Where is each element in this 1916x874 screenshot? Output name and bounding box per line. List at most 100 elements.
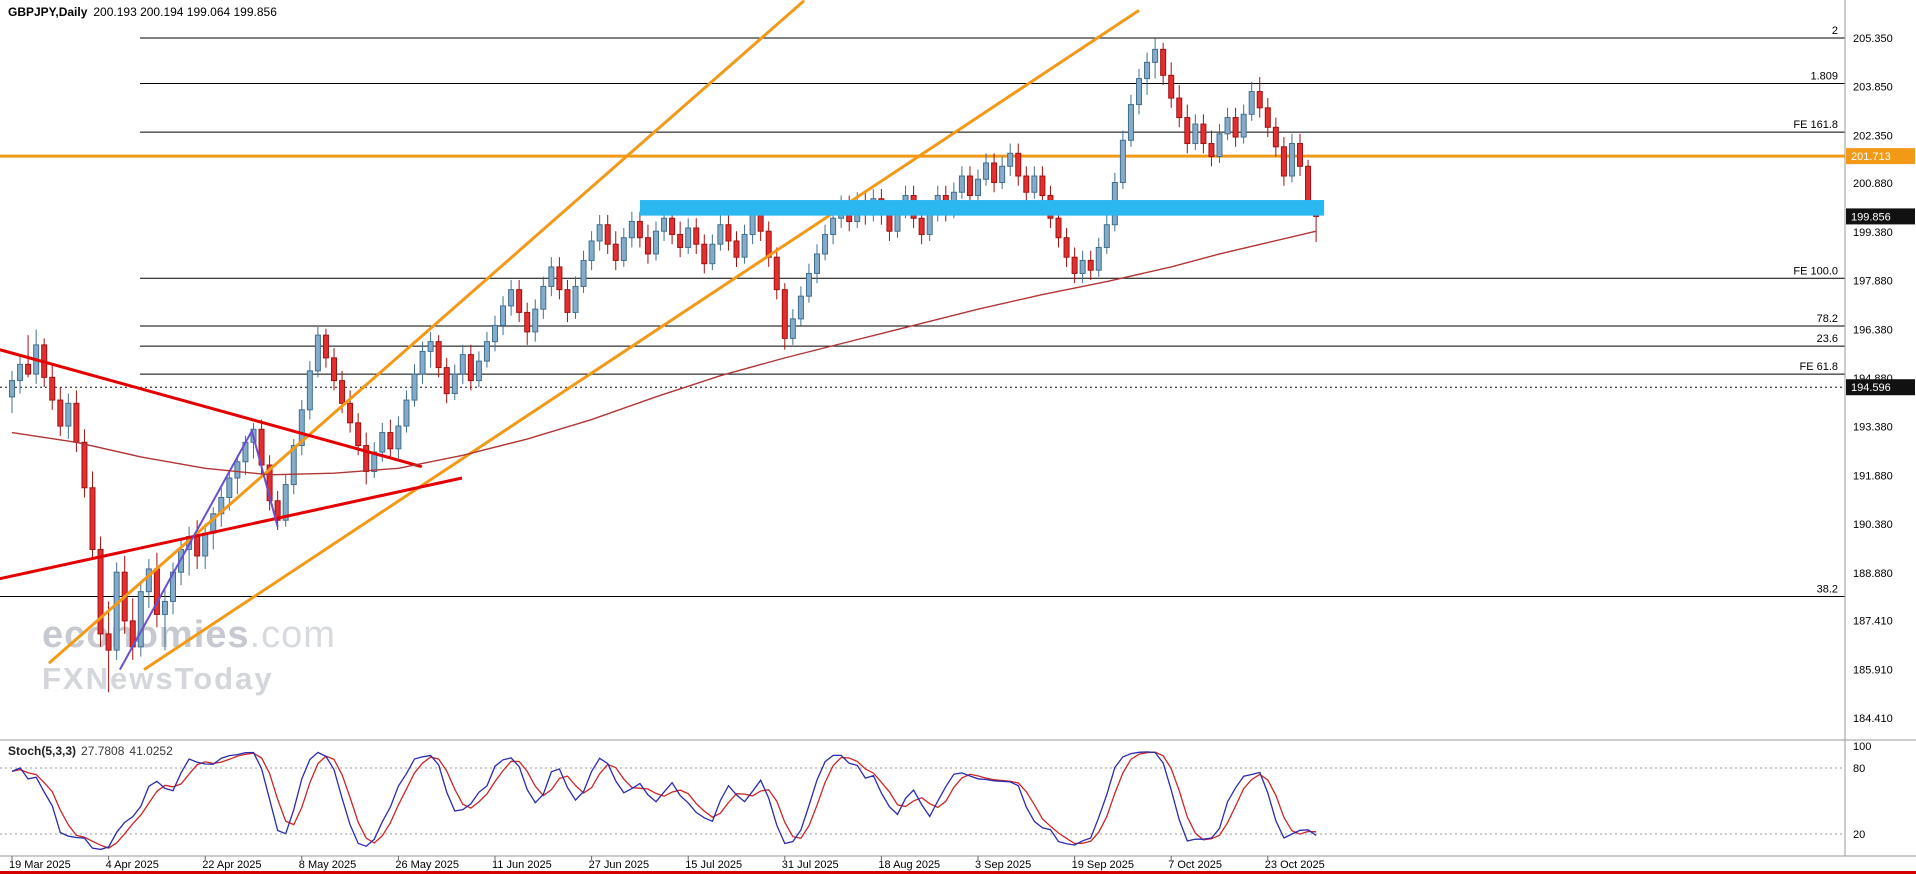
candle: [1200, 123, 1207, 145]
candle: [773, 256, 780, 291]
stoch-axis-label: 100: [1853, 741, 1871, 753]
candle: [387, 432, 394, 450]
candle: [483, 341, 490, 362]
candle: [194, 535, 201, 557]
stochastic-signal-value: 41.0252: [129, 744, 173, 758]
watermark: economies.com FXNewsToday: [42, 612, 336, 698]
candle: [1256, 91, 1263, 109]
candle: [612, 243, 619, 261]
candle: [1264, 107, 1271, 128]
candle: [1272, 126, 1279, 148]
candle: [467, 354, 474, 382]
candle: [822, 233, 829, 255]
candle: [741, 233, 748, 258]
candle: [475, 360, 482, 382]
candle: [1007, 152, 1014, 167]
candle: [1280, 146, 1287, 177]
ohlc-values: 200.193 200.194 199.064 199.856: [93, 5, 277, 19]
candle: [685, 227, 692, 248]
candle: [966, 175, 973, 196]
candle: [693, 227, 700, 245]
date-axis-label: 11 Jun 2025: [492, 859, 552, 871]
candle: [290, 445, 297, 486]
candle: [516, 289, 523, 313]
candle: [202, 532, 209, 557]
candle: [274, 500, 281, 521]
candle: [644, 237, 651, 255]
price-tag: [1846, 208, 1915, 225]
fib-label: FE 161.8: [1793, 119, 1838, 131]
orange-trendline-right: [143, 9, 1140, 671]
candle: [266, 464, 273, 502]
resistance-zone: [639, 200, 1325, 216]
stochastic-label: Stoch(5,3,3) 27.7808 41.0252: [8, 744, 173, 758]
candle: [999, 165, 1006, 184]
orange-trendline-left: [48, 0, 806, 665]
red-triangle-lower: [0, 476, 463, 581]
price-tag: [1846, 148, 1915, 165]
candle: [669, 217, 676, 235]
price-tag-text: 194.596: [1851, 382, 1891, 394]
candle: [548, 266, 555, 287]
price-axis-label: 205.350: [1853, 33, 1893, 45]
candle: [1039, 175, 1046, 196]
candle: [314, 334, 321, 372]
candle: [427, 341, 434, 352]
price-axis-label: 196.380: [1853, 324, 1893, 336]
candle: [661, 217, 668, 232]
date-axis-label: 7 Oct 2025: [1168, 859, 1222, 871]
candle: [1023, 175, 1030, 193]
candle: [556, 266, 563, 291]
price-tag: [1846, 379, 1915, 396]
candle: [451, 373, 458, 395]
candle: [298, 409, 305, 447]
candle: [25, 363, 32, 375]
candle: [113, 571, 120, 651]
price-axis-label: 200.880: [1853, 178, 1893, 190]
candle: [1184, 117, 1191, 145]
candle: [733, 240, 740, 258]
main-panel: [0, 0, 1845, 693]
fib-label: 2: [1832, 25, 1838, 37]
price-axis-label: 197.880: [1853, 276, 1893, 288]
candle: [17, 363, 24, 382]
candle: [1240, 113, 1247, 138]
candle: [709, 243, 716, 265]
candle: [1232, 117, 1239, 138]
candle: [1288, 143, 1295, 177]
date-axis-label: 4 Apr 2025: [106, 859, 159, 871]
candle: [918, 217, 925, 235]
candle: [500, 305, 507, 326]
candle: [1087, 259, 1094, 271]
candle: [1095, 246, 1102, 271]
date-axis-label: 19 Sep 2025: [1072, 859, 1134, 871]
fib-label: FE 100.0: [1793, 265, 1838, 277]
candle: [1136, 78, 1142, 106]
candle: [717, 224, 724, 245]
candle: [628, 220, 635, 239]
fib-label: 38.2: [1817, 584, 1838, 596]
candle: [596, 224, 603, 242]
date-axis-label: 18 Aug 2025: [878, 859, 940, 871]
candle: [145, 568, 152, 593]
candle: [1119, 139, 1126, 184]
date-axis-label: 26 May 2025: [395, 859, 459, 871]
fib-label: 78.2: [1817, 313, 1838, 325]
candle: [749, 214, 756, 235]
price-axis-label: 190.380: [1853, 519, 1893, 531]
candle: [540, 285, 547, 310]
candle: [1192, 123, 1199, 145]
price-axis-label: 188.880: [1853, 568, 1893, 580]
price-axis-label: 202.350: [1853, 130, 1893, 142]
candle: [991, 162, 998, 184]
candle: [339, 380, 346, 404]
candle: [1015, 152, 1022, 177]
price-tag-text: 199.856: [1851, 211, 1891, 223]
purple-wave: [118, 428, 279, 671]
candle: [1208, 143, 1215, 158]
candle: [73, 402, 80, 443]
moving-average-line: [11, 230, 1317, 476]
candle: [49, 376, 56, 401]
